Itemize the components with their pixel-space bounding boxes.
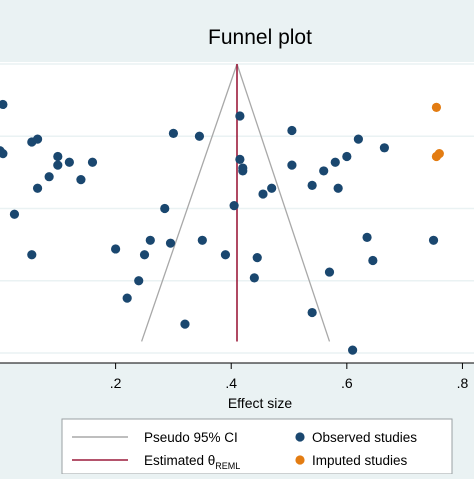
observed-study-point-41: [307, 307, 317, 318]
observed-study-point-11: [9, 209, 20, 219]
observed-study-point-10: [32, 183, 43, 193]
legend-estimate-label-subscript: REML: [215, 461, 240, 471]
observed-study-point-12: [27, 250, 37, 260]
observed-study-point-29: [249, 273, 259, 283]
x-tick-label-1: .4: [225, 375, 237, 391]
observed-study-point-19: [160, 203, 170, 214]
observed-study-point-6: [64, 157, 74, 167]
observed-study-point-48: [165, 238, 176, 248]
legend-imputed-swatch: [295, 455, 305, 465]
observed-study-point-13: [76, 175, 86, 185]
chart-title: Funnel plot: [208, 26, 312, 49]
observed-study-point-45: [368, 255, 378, 266]
observed-study-point-7: [44, 172, 54, 182]
observed-study-point-5: [53, 151, 63, 162]
observed-study-point-22: [180, 319, 190, 329]
observed-study-point-31: [258, 189, 268, 199]
observed-study-point-38: [333, 183, 343, 193]
legend-estimate-label: Estimated θREML: [144, 453, 240, 471]
legend-imputed-label: Imputed studies: [312, 453, 408, 468]
imputed-study-point-0: [431, 102, 442, 112]
pseudo-ci-lines: [141, 63, 331, 342]
ci-line-right: [236, 63, 331, 342]
observed-study-point-35: [307, 180, 317, 190]
observed-study-point-15: [122, 293, 132, 303]
observed-study-point-0: [0, 99, 8, 110]
observed-study-point-37: [330, 157, 340, 167]
observed-study-point-40: [324, 267, 335, 277]
observed-study-point-18: [145, 235, 155, 245]
observed-study-point-33: [287, 125, 297, 136]
observed-study-point-8: [53, 160, 63, 170]
observed-study-point-20: [168, 128, 179, 138]
legend-observed-label: Observed studies: [312, 430, 417, 445]
observed-study-point-16: [139, 250, 150, 260]
observed-study-point-34: [287, 160, 297, 170]
legend: Pseudo 95% CI Estimated θREML Observed stu…: [61, 418, 453, 475]
observed-study-point-30: [252, 253, 262, 263]
observed-study-point-46: [379, 143, 390, 153]
observed-study-point-43: [353, 134, 363, 144]
observed-study-point-14: [111, 244, 121, 254]
legend-observed-swatch: [295, 432, 305, 442]
observed-study-point-47: [428, 235, 439, 245]
observed-study-point-4: [32, 134, 43, 144]
legend-box: [61, 418, 453, 475]
observed-study-point-36: [319, 166, 329, 176]
observed-study-point-32: [267, 183, 277, 193]
observed-study-point-26: [235, 111, 245, 121]
observed-study-point-23: [197, 235, 207, 245]
data-points: [0, 99, 444, 355]
observed-study-point-42: [348, 345, 358, 355]
x-axis-label: Effect size: [228, 395, 293, 411]
observed-study-point-17: [134, 276, 144, 286]
observed-study-point-2: [0, 148, 8, 159]
imputed-study-point-2: [434, 148, 444, 159]
observed-study-point-44: [362, 232, 372, 242]
observed-study-point-49: [238, 166, 248, 176]
legend-estimate-label-main: Estimated θ: [144, 453, 215, 468]
x-tick-label-3: .8: [457, 375, 469, 391]
observed-study-point-27: [235, 154, 245, 164]
observed-study-point-25: [229, 201, 239, 211]
legend-ci-label: Pseudo 95% CI: [144, 430, 238, 445]
x-axis-ticks: .2 .4 .6 .8: [110, 363, 469, 391]
ci-line-left: [141, 63, 238, 342]
observed-study-point-9: [87, 157, 98, 167]
x-tick-label-0: .2: [110, 375, 122, 391]
observed-study-point-24: [220, 250, 231, 260]
observed-study-point-39: [342, 151, 352, 162]
observed-study-point-21: [194, 131, 205, 141]
x-tick-label-2: .6: [341, 375, 353, 391]
